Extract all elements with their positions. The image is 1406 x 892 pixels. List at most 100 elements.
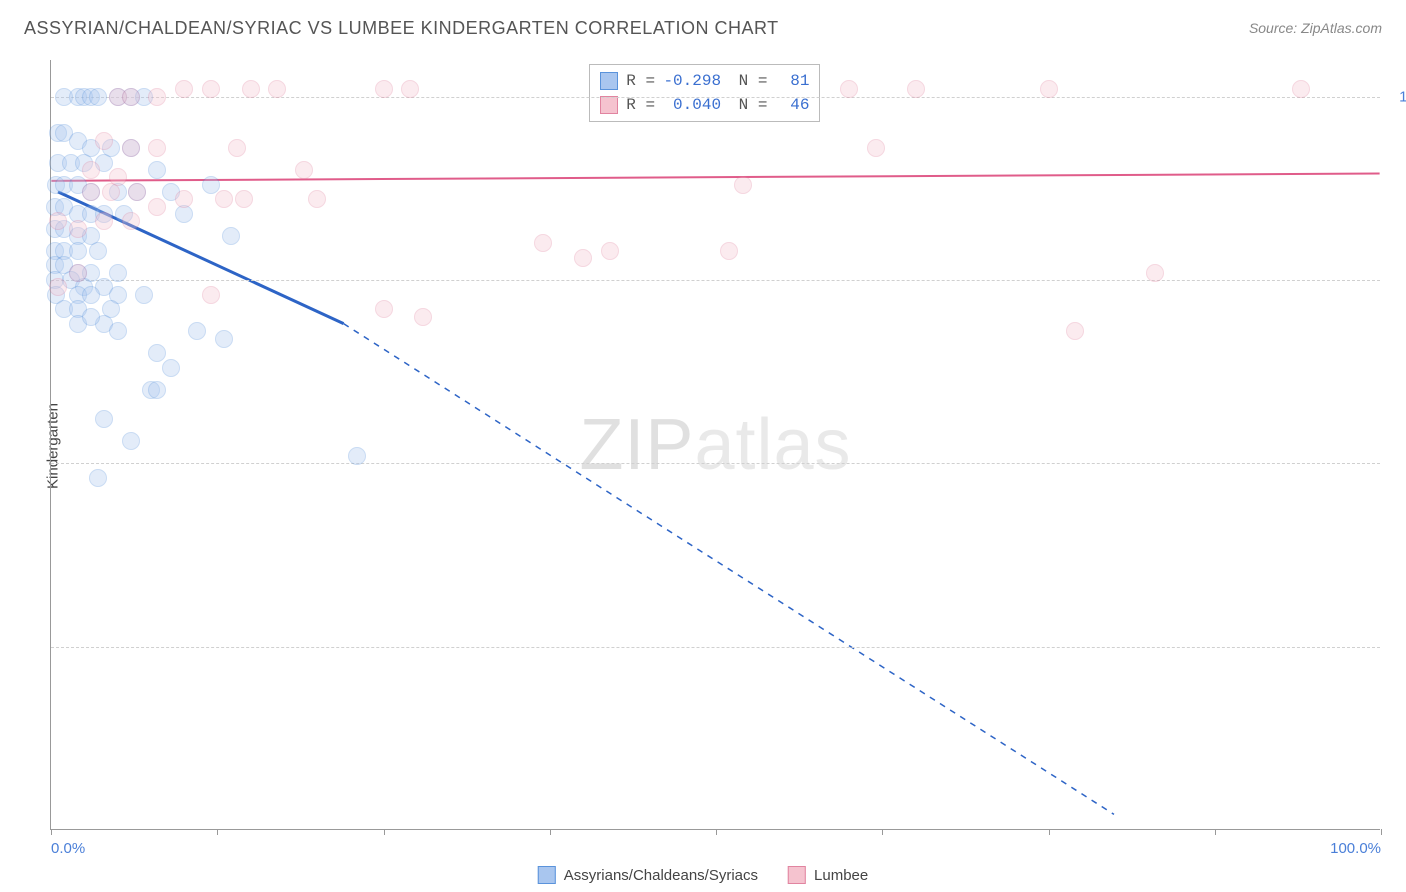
n-value: 81	[775, 69, 809, 93]
assyrians-point	[135, 286, 153, 304]
lumbee-point	[375, 80, 393, 98]
lumbee-point	[228, 139, 246, 157]
y-tick-label: 97.5%	[1390, 272, 1406, 289]
lumbee-point	[175, 190, 193, 208]
lumbee-point	[308, 190, 326, 208]
lumbee-point	[295, 161, 313, 179]
assyrians-point	[215, 330, 233, 348]
y-tick-label: 95.0%	[1390, 455, 1406, 472]
x-tick	[384, 829, 385, 835]
legend-swatch	[788, 866, 806, 884]
lumbee-point	[49, 278, 67, 296]
assyrians-point	[89, 88, 107, 106]
lumbee-point	[128, 183, 146, 201]
lumbee-point	[1292, 80, 1310, 98]
grid-line	[51, 463, 1380, 464]
chart-title: ASSYRIAN/CHALDEAN/SYRIAC VS LUMBEE KINDE…	[24, 18, 779, 39]
lumbee-point	[907, 80, 925, 98]
lumbee-point	[148, 88, 166, 106]
lumbee-point	[1146, 264, 1164, 282]
lumbee-point	[95, 212, 113, 230]
bottom-legend: Assyrians/Chaldeans/Syriacs Lumbee	[538, 866, 868, 884]
legend-swatch	[538, 866, 556, 884]
x-tick	[1049, 829, 1050, 835]
assyrians-point	[109, 264, 127, 282]
watermark: ZIPatlas	[579, 404, 851, 486]
lumbee-point	[82, 161, 100, 179]
legend-item: Assyrians/Chaldeans/Syriacs	[538, 866, 758, 884]
assyrians-point	[148, 344, 166, 362]
lumbee-point	[601, 242, 619, 260]
assyrians-point	[162, 359, 180, 377]
assyrians-point	[69, 242, 87, 260]
lumbee-point	[840, 80, 858, 98]
x-tick	[217, 829, 218, 835]
lumbee-point	[375, 300, 393, 318]
lumbee-point	[414, 308, 432, 326]
lumbee-point	[534, 234, 552, 252]
y-tick-label: 100.0%	[1390, 88, 1406, 105]
lumbee-point	[148, 139, 166, 157]
assyrians-point	[202, 176, 220, 194]
r-label: R =	[626, 69, 655, 93]
assyrians-point	[148, 161, 166, 179]
x-tick-label: 0.0%	[51, 840, 85, 857]
lumbee-point	[867, 139, 885, 157]
lumbee-point	[122, 212, 140, 230]
lumbee-point	[175, 80, 193, 98]
lumbee-point	[95, 132, 113, 150]
legend-label: Assyrians/Chaldeans/Syriacs	[564, 867, 758, 884]
x-tick	[1381, 829, 1382, 835]
trend-lines	[51, 60, 1380, 829]
assyrians-point	[82, 308, 100, 326]
x-tick	[882, 829, 883, 835]
assyrians-point	[89, 242, 107, 260]
chart-container: ASSYRIAN/CHALDEAN/SYRIAC VS LUMBEE KINDE…	[0, 0, 1406, 892]
x-tick	[550, 829, 551, 835]
lumbee-point	[720, 242, 738, 260]
legend-label: Lumbee	[814, 867, 868, 884]
lumbee-point	[1040, 80, 1058, 98]
x-tick-label: 100.0%	[1330, 840, 1381, 857]
grid-line	[51, 280, 1380, 281]
lumbee-point	[122, 88, 140, 106]
lumbee-point	[82, 183, 100, 201]
lumbee-point	[574, 249, 592, 267]
assyrians-trend-line-dashed	[344, 324, 1114, 815]
source-label: Source: ZipAtlas.com	[1249, 20, 1382, 36]
lumbee-point	[69, 220, 87, 238]
lumbee-point	[49, 212, 67, 230]
y-tick-label: 92.5%	[1390, 638, 1406, 655]
assyrians-point	[148, 381, 166, 399]
lumbee-point	[148, 198, 166, 216]
assyrians-point	[188, 322, 206, 340]
lumbee-point	[122, 139, 140, 157]
assyrians-point	[82, 286, 100, 304]
plot-area: ZIPatlas R =-0.298 N =81R =0.040 N =46 9…	[50, 60, 1380, 830]
grid-line	[51, 647, 1380, 648]
stats-row-assyrians: R = -0.298 N = 81	[600, 69, 809, 93]
lumbee-point	[69, 264, 87, 282]
n-label: N =	[729, 69, 767, 93]
lumbee-point	[202, 80, 220, 98]
x-tick	[51, 829, 52, 835]
assyrians-point	[89, 469, 107, 487]
lumbee-trend-line	[51, 174, 1379, 181]
r-value: -0.298	[663, 69, 721, 93]
x-tick	[1215, 829, 1216, 835]
lumbee-point	[215, 190, 233, 208]
lumbee-swatch	[600, 96, 618, 114]
x-tick	[716, 829, 717, 835]
assyrians-swatch	[600, 72, 618, 90]
lumbee-point	[401, 80, 419, 98]
assyrians-point	[122, 432, 140, 450]
lumbee-point	[242, 80, 260, 98]
assyrians-point	[95, 410, 113, 428]
lumbee-point	[1066, 322, 1084, 340]
assyrians-point	[348, 447, 366, 465]
assyrians-point	[222, 227, 240, 245]
lumbee-point	[202, 286, 220, 304]
lumbee-point	[734, 176, 752, 194]
assyrians-point	[109, 322, 127, 340]
lumbee-point	[102, 183, 120, 201]
